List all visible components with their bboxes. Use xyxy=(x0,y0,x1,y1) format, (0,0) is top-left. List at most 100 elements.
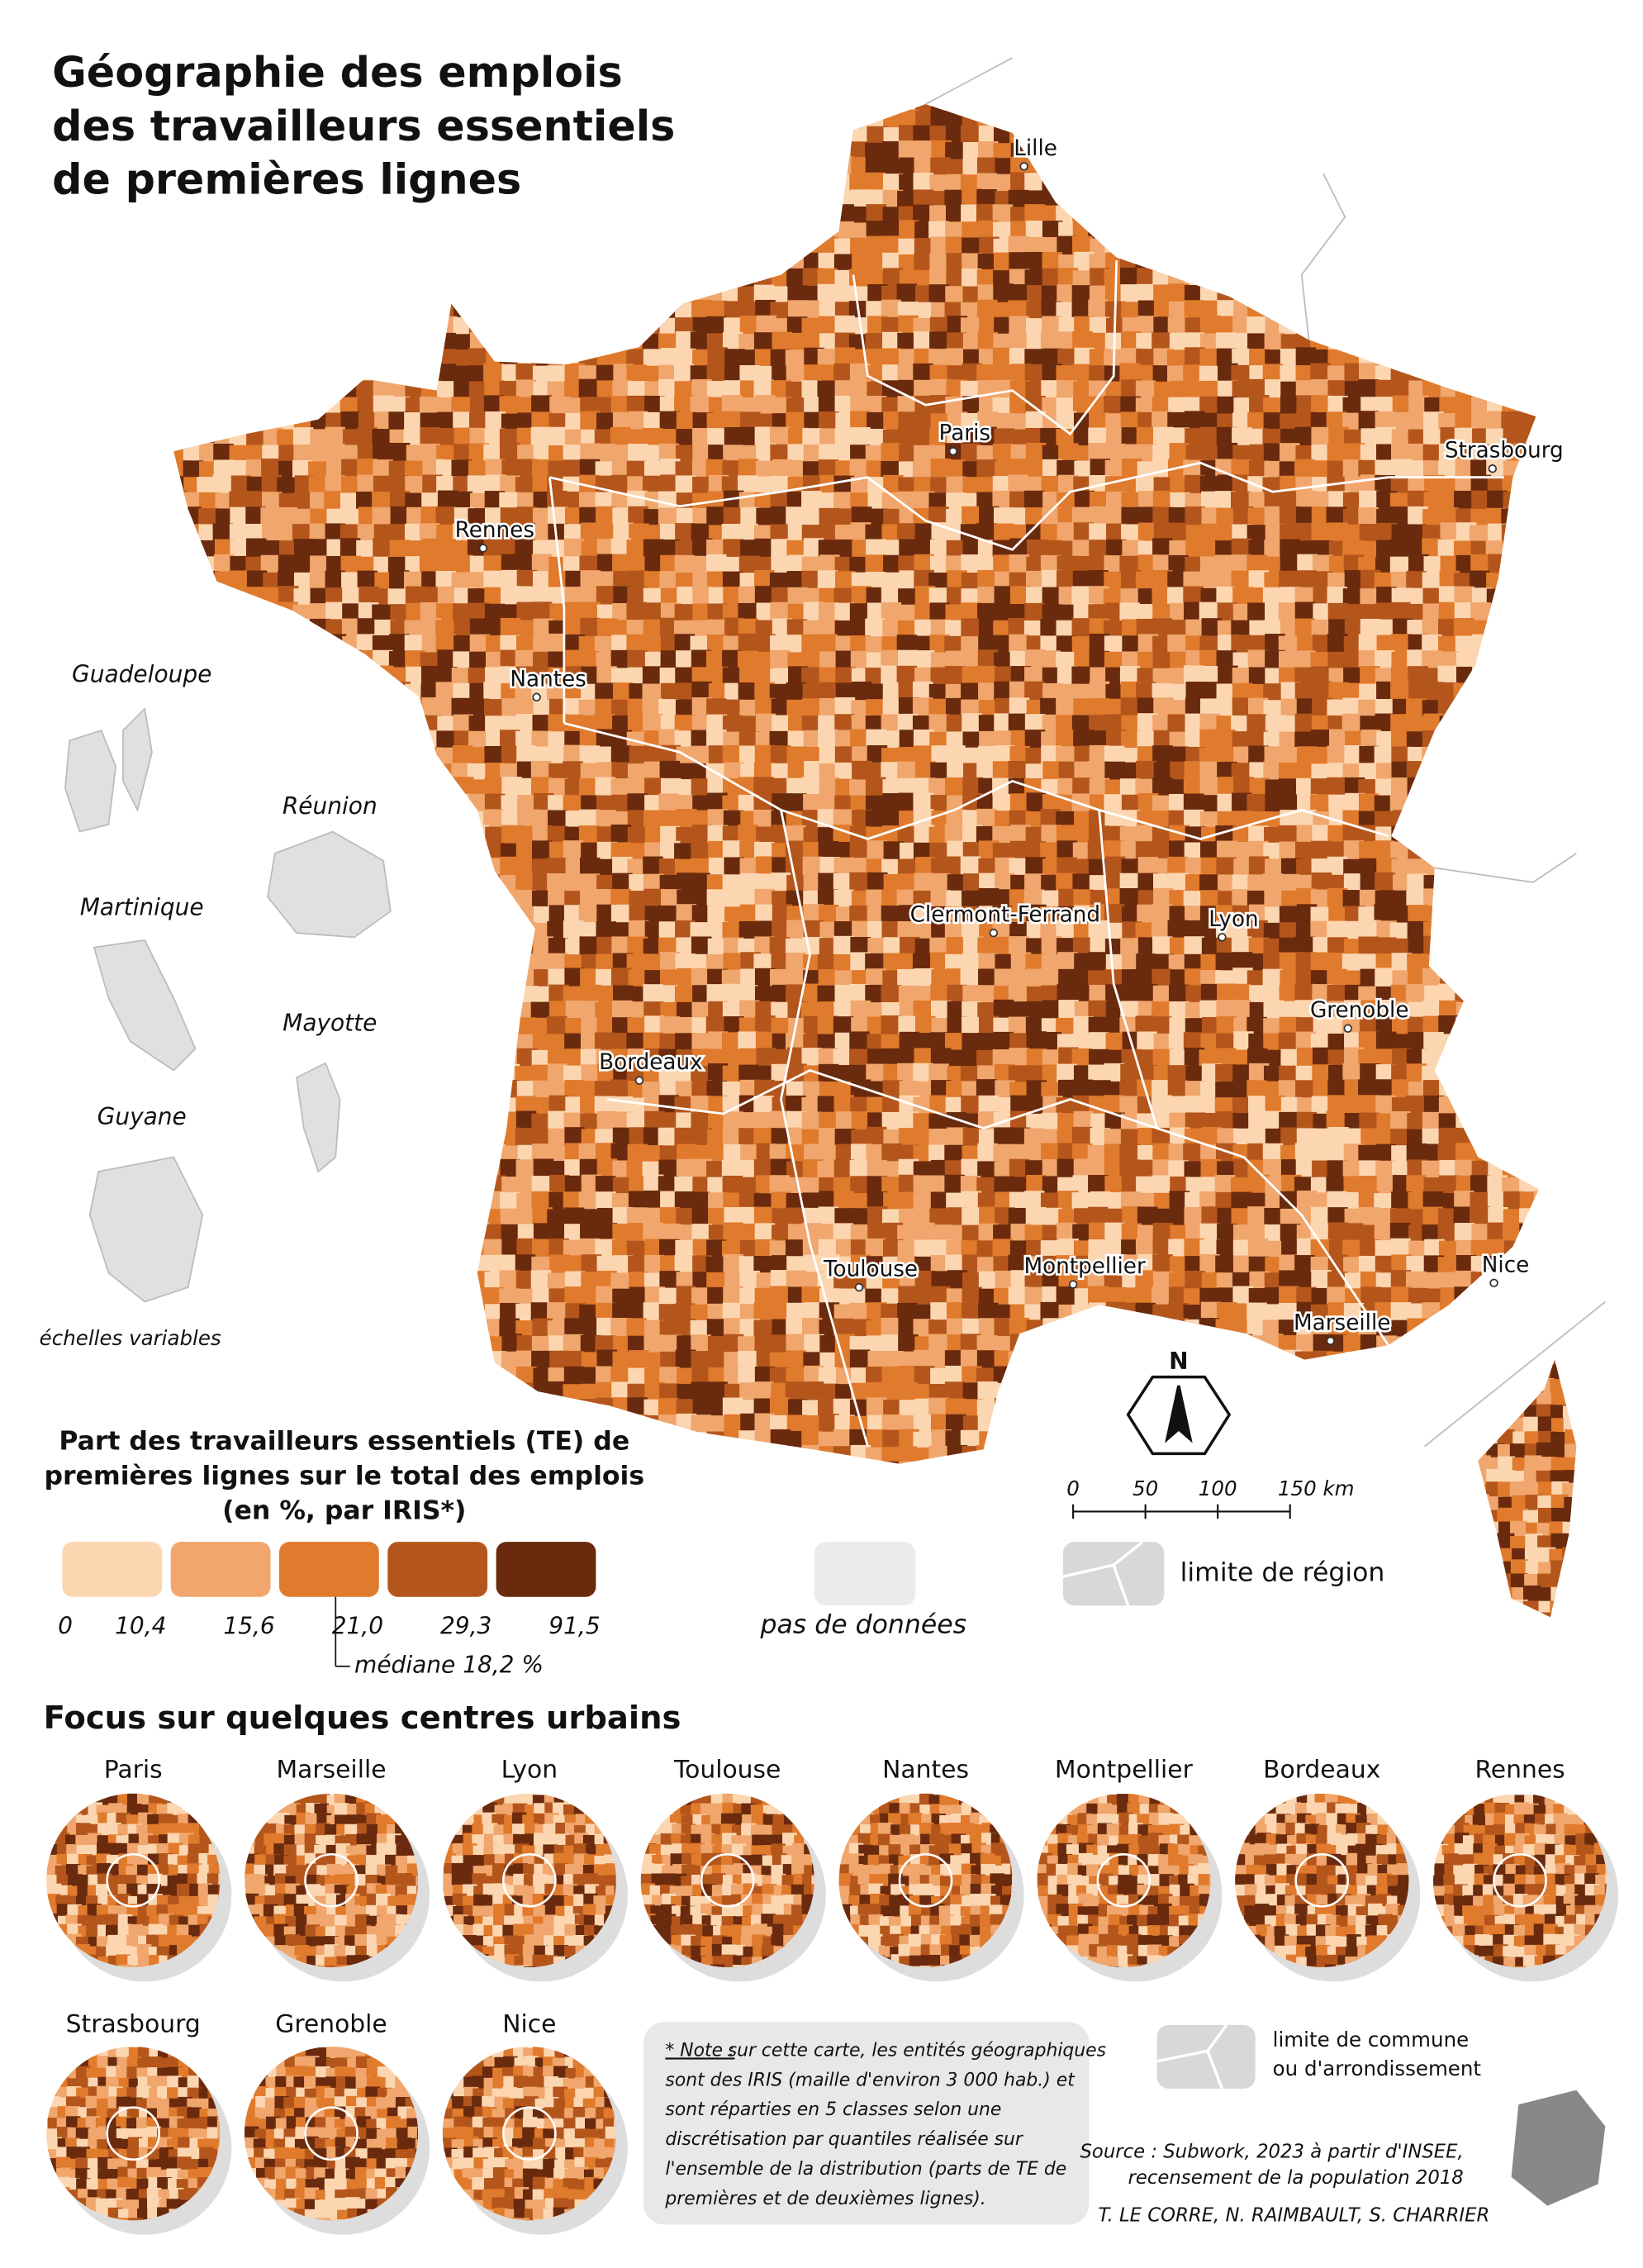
iris-cell xyxy=(1518,968,1539,989)
iris-cell xyxy=(435,252,456,273)
iris-cell xyxy=(1152,104,1173,116)
iris-cell xyxy=(231,413,252,434)
iris-cell xyxy=(1517,522,1538,544)
iris-cell xyxy=(1437,763,1459,784)
iris-cell xyxy=(173,411,188,432)
iris-cell xyxy=(1437,206,1459,227)
iris-cell xyxy=(1488,842,1508,863)
iris-cell xyxy=(341,761,363,782)
iris-cell xyxy=(1535,285,1539,306)
iris-cell xyxy=(261,921,283,942)
iris-cell xyxy=(801,173,823,193)
iris-cell xyxy=(580,159,601,179)
iris-cell xyxy=(468,206,488,226)
iris-cell xyxy=(1485,857,1506,877)
iris-cell xyxy=(1326,206,1347,227)
iris-cell xyxy=(579,269,601,289)
iris-cell xyxy=(173,396,188,416)
iris-cell xyxy=(173,428,187,449)
iris-cell xyxy=(341,968,363,990)
iris-cell xyxy=(341,347,363,368)
iris-cell xyxy=(1453,682,1474,703)
iris-cell xyxy=(1456,938,1477,959)
iris-cell xyxy=(1263,236,1284,258)
iris-cell xyxy=(420,890,442,911)
iris-cell xyxy=(1536,872,1539,893)
iris-cell xyxy=(373,970,394,991)
iris-cell xyxy=(278,745,298,767)
iris-cell xyxy=(629,204,649,226)
iris-cell xyxy=(1183,221,1204,241)
iris-cell xyxy=(676,110,697,131)
iris-cell xyxy=(756,104,776,114)
iris-cell xyxy=(197,842,218,863)
iris-cell xyxy=(181,540,202,560)
iris-cell xyxy=(389,268,411,289)
iris-cell xyxy=(261,284,283,306)
iris-cell xyxy=(278,254,299,275)
iris-cell xyxy=(1486,173,1508,193)
iris-cell xyxy=(1422,126,1442,147)
iris-cell xyxy=(388,220,410,241)
iris-cell xyxy=(1502,334,1522,354)
iris-cell xyxy=(278,761,298,782)
iris-cell xyxy=(675,157,696,178)
iris-cell xyxy=(356,969,378,990)
iris-cell xyxy=(1389,284,1411,305)
iris-cell xyxy=(229,380,249,401)
iris-cell xyxy=(1090,188,1111,209)
iris-cell xyxy=(1312,316,1332,338)
iris-cell xyxy=(199,968,220,989)
iris-cell xyxy=(962,104,983,116)
iris-cell xyxy=(1533,396,1539,416)
iris-cell xyxy=(690,142,710,163)
iris-cell xyxy=(1249,190,1270,212)
iris-cell xyxy=(310,381,330,402)
iris-cell xyxy=(1280,253,1302,273)
iris-cell xyxy=(565,333,586,354)
iris-cell xyxy=(483,203,504,225)
iris-cell xyxy=(724,110,744,131)
iris-cell xyxy=(770,205,791,226)
iris-cell xyxy=(1502,142,1522,164)
iris-cell xyxy=(1407,110,1428,131)
iris-cell xyxy=(1327,235,1349,257)
iris-cell xyxy=(1135,221,1156,243)
iris-cell xyxy=(961,618,981,639)
iris-cell xyxy=(1472,729,1493,750)
iris-cell xyxy=(1535,104,1539,116)
iris-cell xyxy=(229,365,249,387)
iris-cell xyxy=(388,316,410,338)
iris-cell xyxy=(1327,286,1347,307)
iris-cell xyxy=(1247,174,1268,194)
iris-cell xyxy=(819,190,839,212)
iris-cell xyxy=(183,873,203,894)
iris-cell xyxy=(277,285,298,306)
iris-cell xyxy=(436,285,458,307)
iris-cell xyxy=(1326,269,1347,289)
iris-cell xyxy=(1121,110,1142,131)
iris-cell xyxy=(261,794,283,815)
iris-cell xyxy=(199,222,220,243)
iris-cell xyxy=(435,937,457,958)
iris-cell xyxy=(406,856,426,877)
iris-cell xyxy=(1391,347,1413,368)
iris-cell xyxy=(787,174,808,195)
iris-cell xyxy=(833,109,854,130)
iris-cell xyxy=(373,953,395,973)
iris-cell xyxy=(310,285,331,306)
iris-cell xyxy=(483,888,504,909)
iris-cell xyxy=(1342,142,1363,164)
iris-cell xyxy=(182,856,202,877)
iris-cell xyxy=(437,952,458,972)
iris-cell xyxy=(1217,237,1238,258)
iris-cell xyxy=(1455,284,1476,305)
iris-cell xyxy=(1518,126,1539,147)
iris-cell xyxy=(173,507,187,529)
iris-cell xyxy=(1090,173,1111,194)
iris-cell xyxy=(1231,206,1251,227)
iris-cell xyxy=(706,125,727,146)
iris-cell xyxy=(1249,110,1270,131)
iris-cell xyxy=(515,317,537,338)
iris-cell xyxy=(228,777,249,798)
